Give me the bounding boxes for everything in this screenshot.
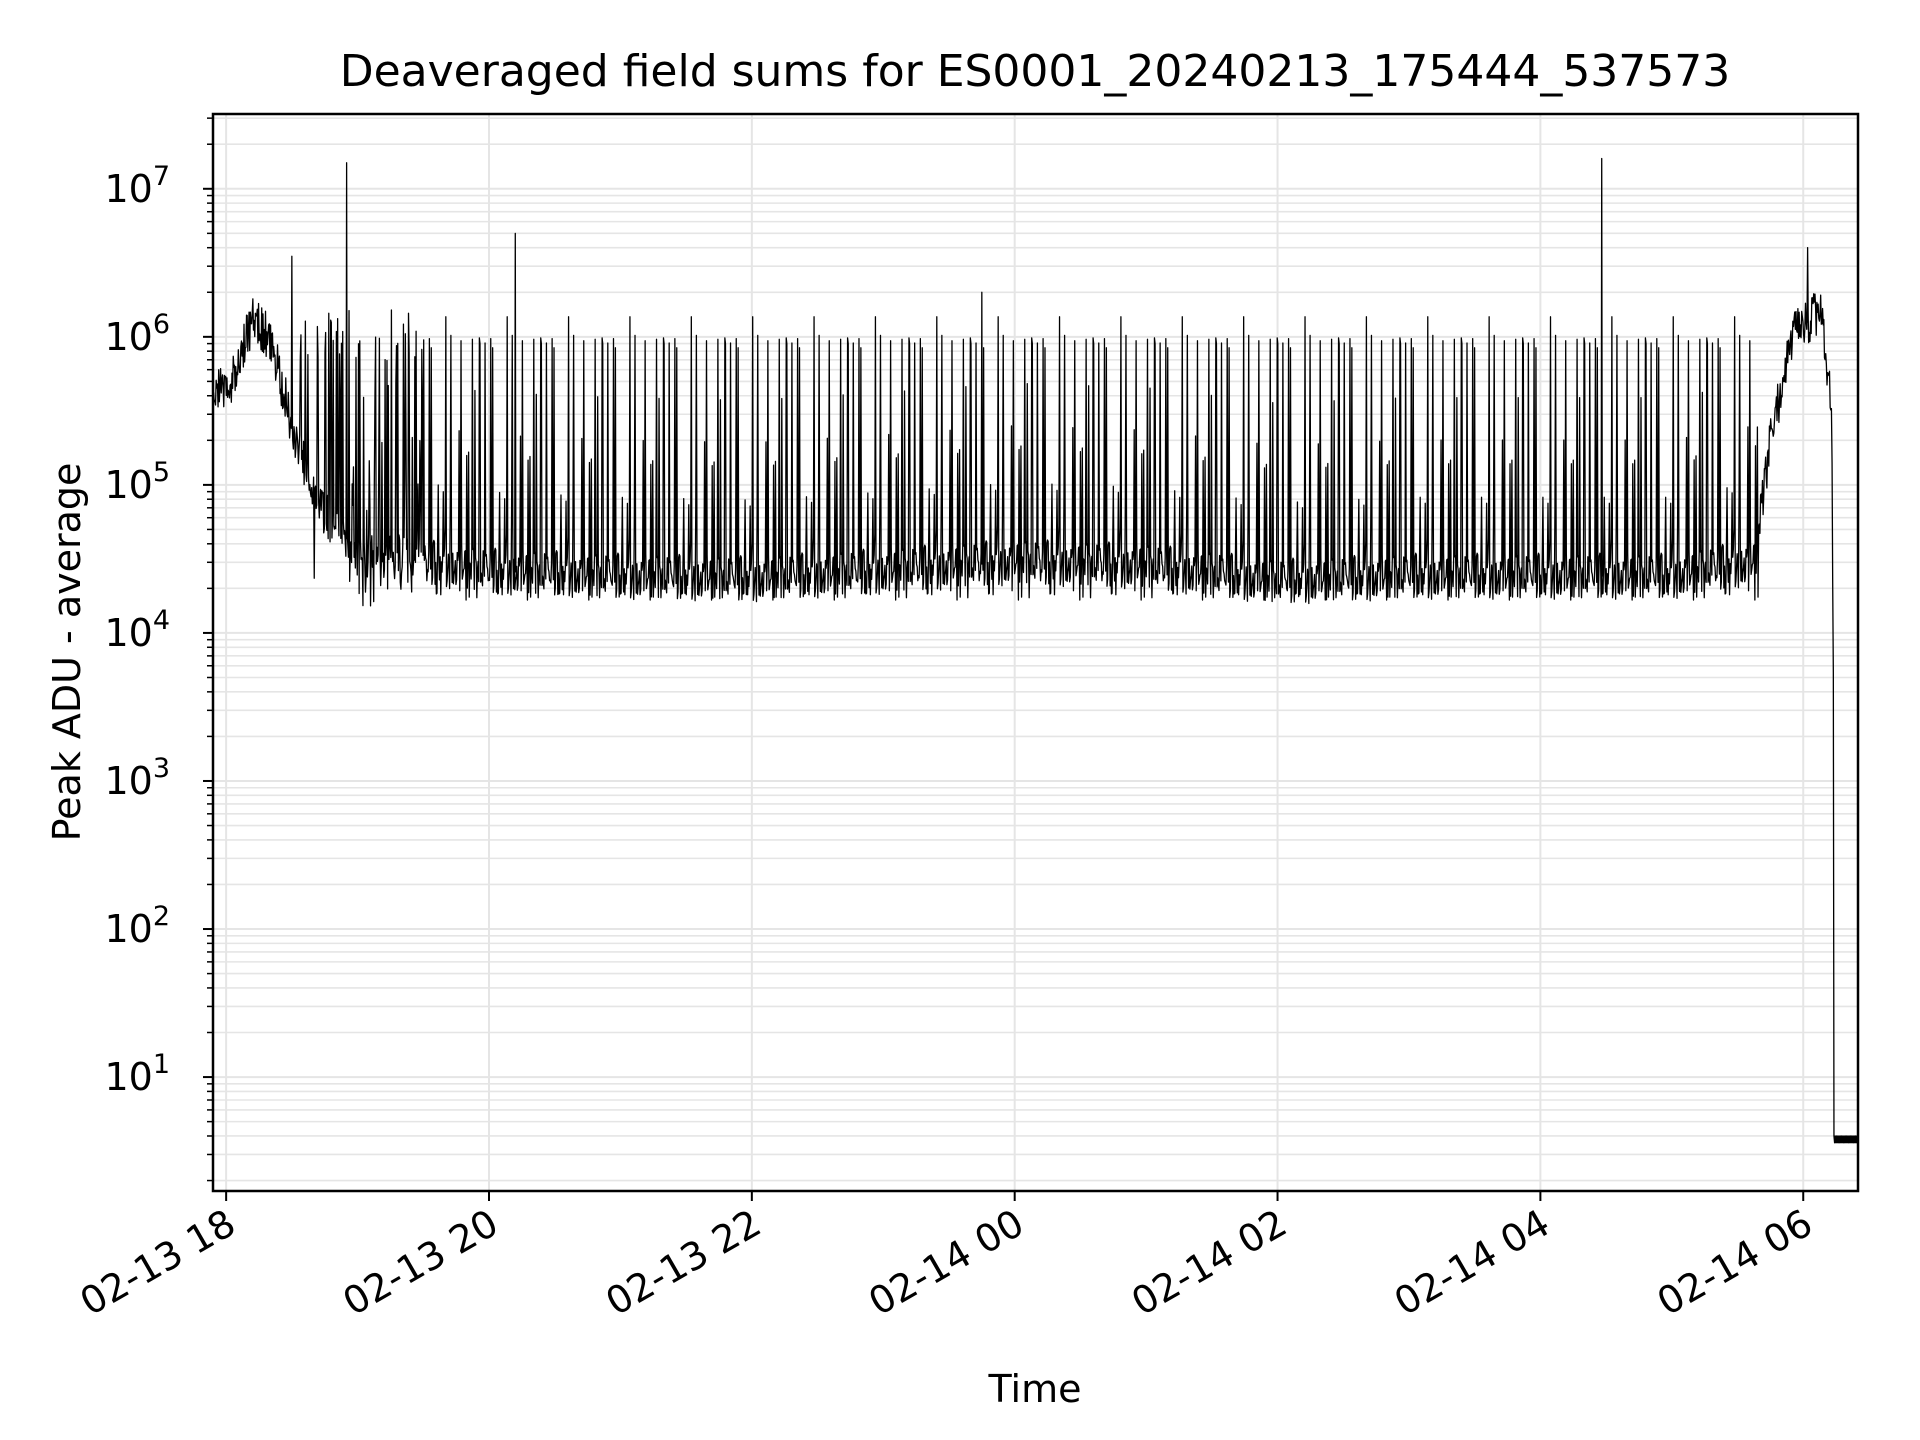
x-axis: 02-13 18 02-13 20 02-13 22 02-14 00 02-14 02… xyxy=(73,1191,1820,1324)
series-line xyxy=(212,157,1859,1144)
chart-title: Deaveraged field sums for ES0001_2024021… xyxy=(340,46,1731,97)
y-tick-label: 101 xyxy=(104,1049,170,1099)
x-tick-label: 02-14 06 xyxy=(1650,1201,1820,1325)
series-path xyxy=(212,157,1859,1144)
plot-frame xyxy=(211,112,1860,1193)
y-tick-label: 102 xyxy=(104,901,170,951)
y-tick-label: 105 xyxy=(104,457,170,507)
y-tick-label: 103 xyxy=(104,753,170,803)
x-tick-label: 02-14 00 xyxy=(861,1201,1031,1325)
y-tick-label: 104 xyxy=(104,605,170,655)
x-tick-label: 02-14 04 xyxy=(1387,1201,1557,1325)
grid xyxy=(213,114,1858,1191)
y-tick-label: 106 xyxy=(104,309,170,359)
x-tick-label: 02-14 02 xyxy=(1124,1201,1294,1325)
x-axis-label: Time xyxy=(988,1367,1082,1411)
x-tick-label: 02-13 18 xyxy=(73,1201,243,1325)
y-tick-label: 107 xyxy=(104,161,170,211)
y-axis: 101 102 103 104 105 106 107 xyxy=(104,117,213,1182)
x-tick-label: 02-13 20 xyxy=(336,1201,506,1325)
x-tick-label: 02-13 22 xyxy=(598,1201,768,1325)
y-axis-label: Peak ADU - average xyxy=(45,463,89,842)
